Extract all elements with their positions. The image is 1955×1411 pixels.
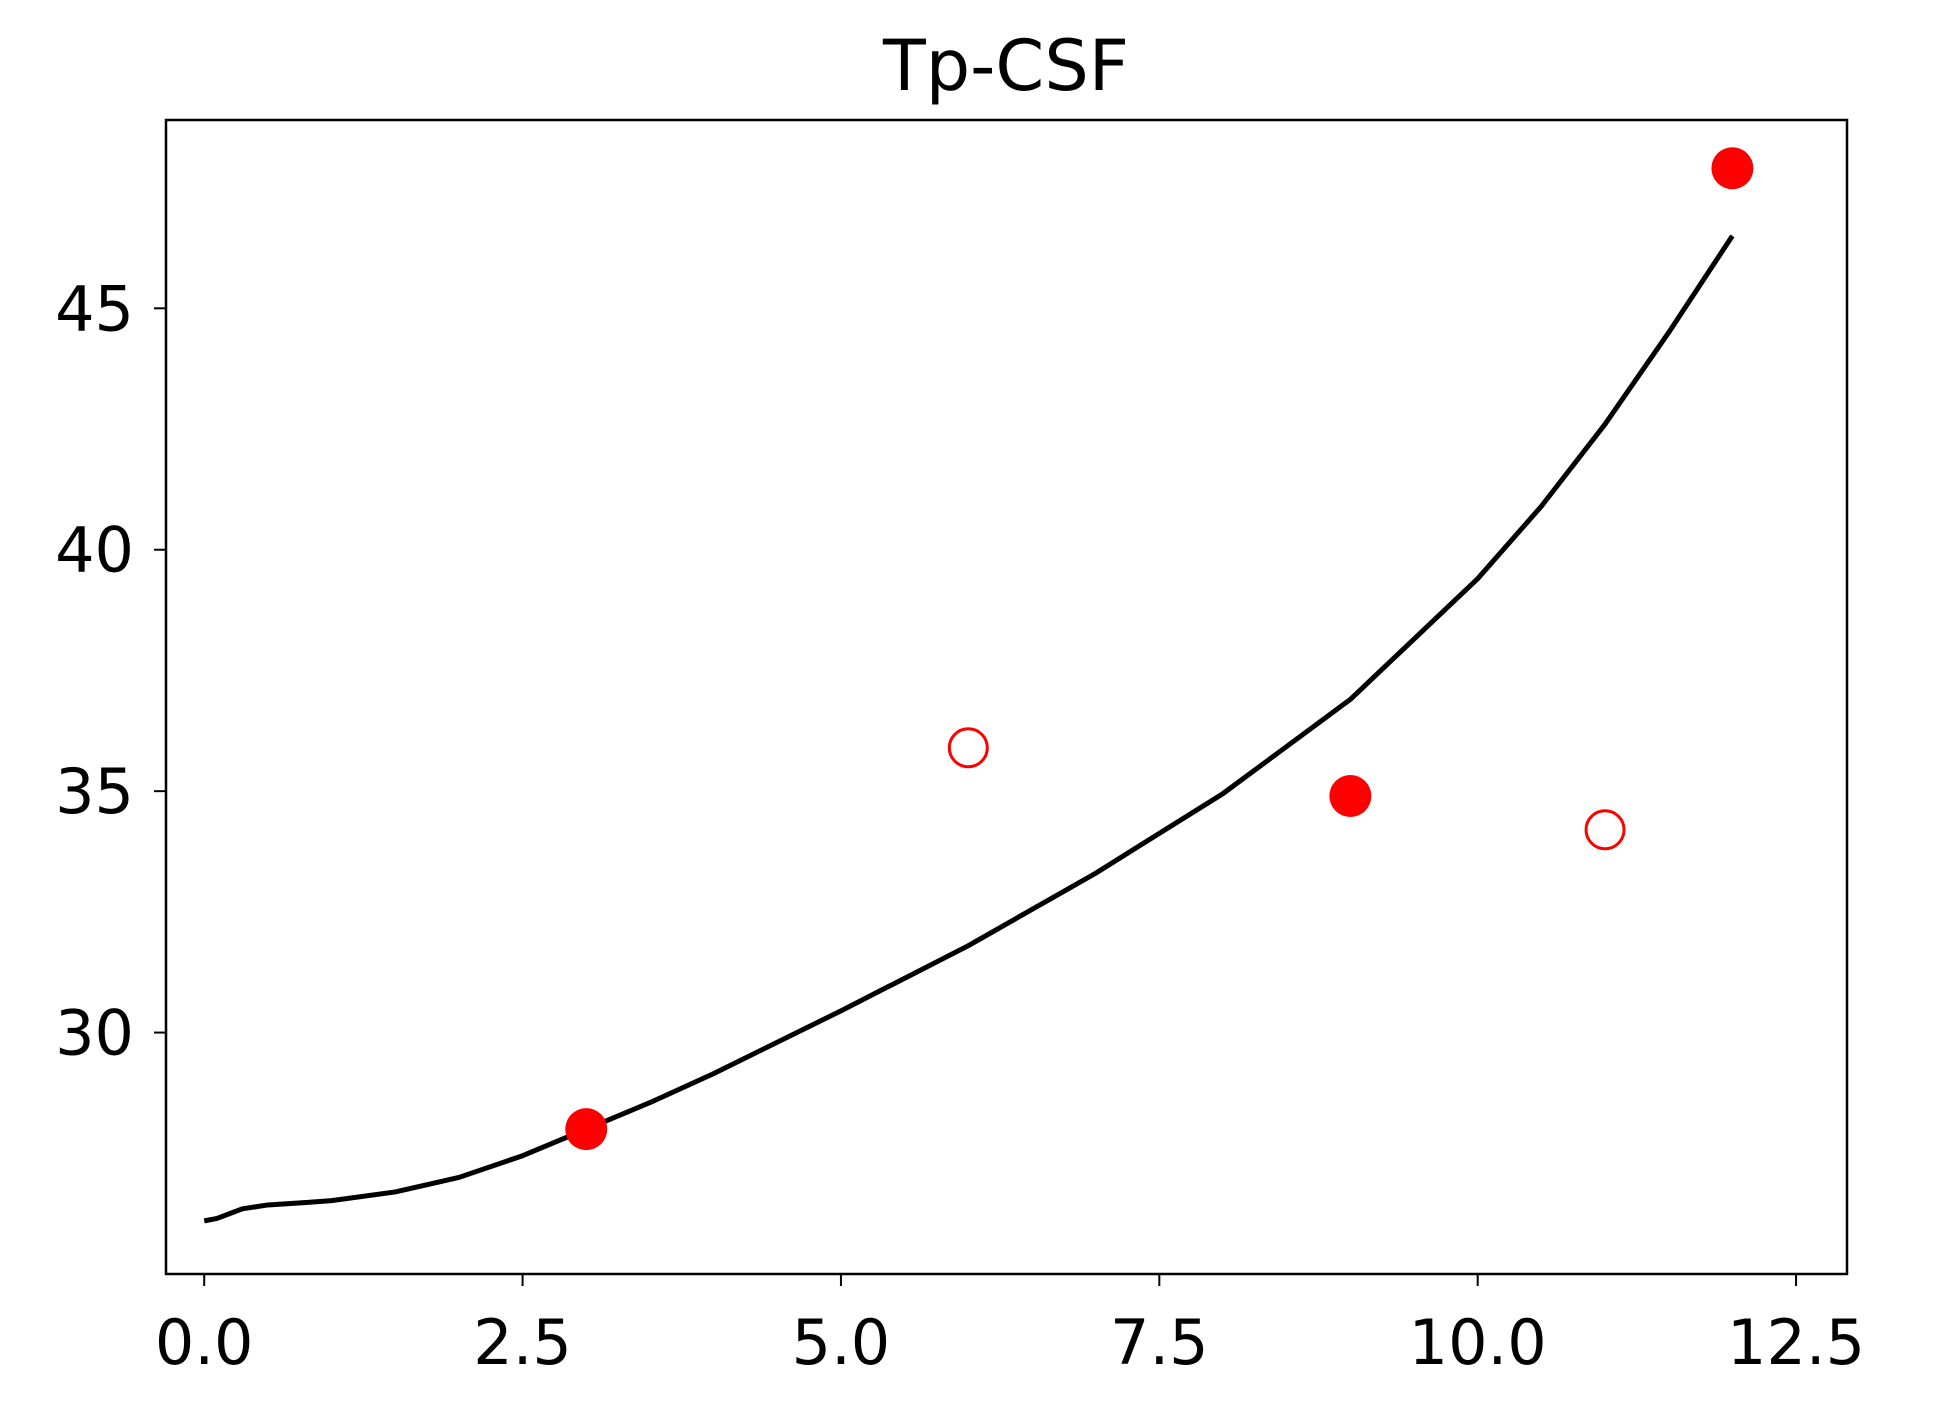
x-tick-label-5: 12.5 [1727,1306,1865,1379]
data-point-filled-0 [565,1108,608,1151]
axes: 0.0 2.5 5.0 7.5 10.0 12.5 30 35 40 45 [55,118,1865,1379]
plot-background [166,120,1847,1274]
data-point-open-1 [1584,809,1626,851]
x-tick-label-4: 10.0 [1409,1306,1547,1379]
y-tick-label-1: 35 [55,755,134,828]
plot-frame [164,118,1849,1276]
x-tick-label-3: 7.5 [1110,1306,1209,1379]
x-tick-label-2: 5.0 [792,1306,891,1379]
series-layer [203,147,1754,1224]
series-line-0 [203,234,1735,1224]
x-tick-label-0: 0.0 [155,1306,254,1379]
data-point-open-0 [947,727,989,769]
y-tick-label-0: 30 [55,997,134,1070]
chart-title: Tp-CSF [882,25,1129,107]
y-tick-label-2: 40 [55,514,134,587]
y-tick-label-3: 45 [55,272,134,345]
plot-area [166,120,1847,1274]
data-point-filled-2 [1711,147,1754,190]
data-point-filled-1 [1329,774,1372,817]
x-tick-label-1: 2.5 [473,1306,572,1379]
